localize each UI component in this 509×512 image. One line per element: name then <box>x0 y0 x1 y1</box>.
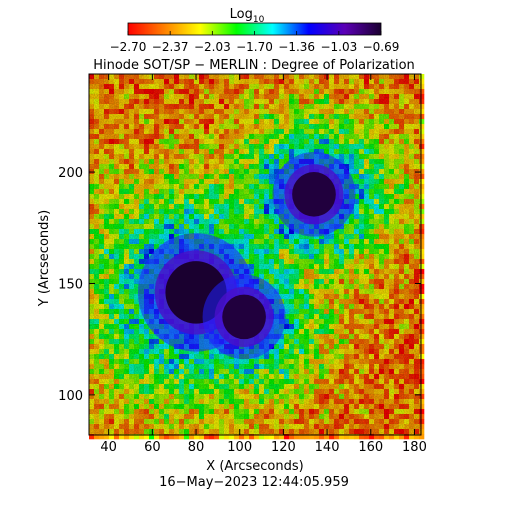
y-tick-label: 150 <box>58 277 83 292</box>
colorbar-ticks: −2.70 −2.37 −2.03 −1.70 −1.36 −1.03 −0.69 <box>110 31 400 54</box>
x-tick-label: 100 <box>227 440 252 455</box>
x-tick-label: 140 <box>315 440 340 455</box>
x-tick-label: 160 <box>358 440 383 455</box>
x-ticks: 40 60 80 100 120 140 160 180 <box>100 74 427 455</box>
x-tick-label: 60 <box>144 440 161 455</box>
colorbar-tick-label: −1.70 <box>236 40 273 54</box>
sunspot-umbra <box>292 172 336 217</box>
x-tick-label: 120 <box>271 440 296 455</box>
timestamp: 16−May−2023 12:44:05.959 <box>159 475 349 490</box>
heatmap-features <box>137 151 356 360</box>
colorbar-tick-label: −2.70 <box>110 40 147 54</box>
chart-title: Hinode SOT/SP − MERLIN : Degree of Polar… <box>93 58 415 73</box>
y-axis-label: Y (Arcseconds) <box>37 210 52 307</box>
colorbar-tick-label: −1.03 <box>320 40 357 54</box>
colorbar-label: Log10 <box>230 7 265 25</box>
colorbar-tick-label: −0.69 <box>363 40 400 54</box>
y-ticks: 100 150 200 <box>58 166 421 404</box>
y-tick-label: 200 <box>58 166 83 181</box>
plot-frame <box>88 73 422 436</box>
x-tick-label: 40 <box>100 440 117 455</box>
colorbar-tick-label: −1.36 <box>278 40 315 54</box>
colorbar-tick-label: −2.37 <box>152 40 189 54</box>
x-tick-label: 180 <box>402 440 427 455</box>
x-tick-label: 80 <box>188 440 205 455</box>
sunspot-umbra <box>222 294 266 340</box>
colorbar-label-subscript: 10 <box>253 15 265 25</box>
heatmap-plot: 40 60 80 100 120 140 160 180 100 150 200 <box>58 73 427 455</box>
heatmap-texture <box>89 74 421 435</box>
x-axis-label: X (Arcseconds) <box>206 459 303 474</box>
y-tick-label: 100 <box>58 389 83 404</box>
colorbar-tick-label: −2.03 <box>194 40 231 54</box>
